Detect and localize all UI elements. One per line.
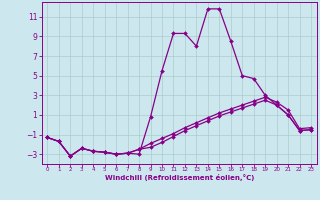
X-axis label: Windchill (Refroidissement éolien,°C): Windchill (Refroidissement éolien,°C) [105, 174, 254, 181]
